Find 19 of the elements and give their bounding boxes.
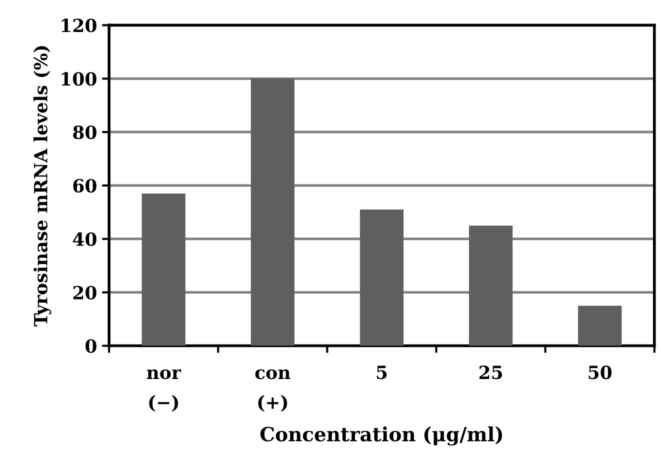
y-tick-label: 20: [73, 286, 96, 300]
y-tick-label: 120: [62, 18, 96, 32]
x-tick-label: 50: [588, 366, 612, 380]
y-tick-label: 60: [73, 178, 96, 193]
x-tick-label: con (+): [255, 369, 290, 412]
x-tick-label: 5: [376, 366, 387, 380]
x-tick-label: nor (−): [146, 369, 182, 412]
x-axis-title: Concentration (μg/ml): [260, 426, 502, 446]
x-tick-label: 25: [479, 366, 502, 380]
bar: [250, 78, 294, 346]
y-tick-label: 80: [73, 126, 96, 140]
bar: [142, 194, 186, 346]
bar: [468, 226, 513, 346]
y-tick-label: 40: [72, 232, 96, 246]
bar: [360, 210, 404, 346]
y-tick-label: 0: [86, 339, 96, 353]
y-axis-title: Tyrosinase mRNA levels (%): [34, 46, 52, 326]
y-tick-label: 100: [62, 72, 96, 86]
bar: [578, 306, 622, 346]
